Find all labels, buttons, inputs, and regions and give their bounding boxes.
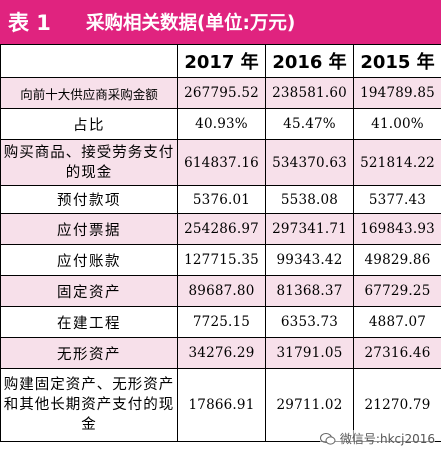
table-row: 占比 40.93% 45.47% 41.00% (0, 108, 441, 140)
table-row: 固定资产 89687.80 81368.37 67729.25 (0, 275, 441, 307)
cell-value: 99343.42 (265, 244, 354, 276)
cell-value: 27316.46 (353, 337, 441, 369)
table-title-bar: 表 1 采购相关数据(单位:万元) (0, 0, 441, 44)
cell-value: 297341.71 (265, 213, 354, 245)
wechat-watermark: 微信号:hkcj2016 (319, 430, 435, 447)
cell-value: 31791.05 (265, 337, 354, 369)
table-row: 应付账款 127715.35 99343.42 49829.86 (0, 244, 441, 276)
row-label: 占比 (0, 108, 178, 140)
header-year-2015: 2015 年 (353, 44, 441, 78)
cell-value: 169843.93 (353, 213, 441, 245)
table-title: 采购相关数据(单位:万元) (86, 13, 296, 34)
cell-value: 5538.08 (265, 185, 354, 214)
table-row: 预付款项 5376.01 5538.08 5377.43 (0, 185, 441, 214)
cell-value: 45.47% (265, 108, 354, 140)
row-label: 在建工程 (0, 306, 178, 338)
row-label: 预付款项 (0, 185, 178, 214)
cell-value: 21270.79 (353, 368, 441, 442)
row-label: 无形资产 (0, 337, 178, 369)
procurement-data-table: 2017 年 2016 年 2015 年 向前十大供应商采购金额 267795.… (0, 44, 441, 442)
cell-value: 521814.22 (353, 139, 441, 186)
table-row: 购建固定资产、无形资产和其他长期资产支付的现金 17866.91 29711.0… (0, 368, 441, 442)
cell-value: 17866.91 (177, 368, 266, 442)
table-row: 在建工程 7725.15 6353.73 4887.07 (0, 306, 441, 338)
cell-value: 49829.86 (353, 244, 441, 276)
cell-value: 40.93% (177, 108, 266, 140)
row-label: 向前十大供应商采购金额 (0, 77, 178, 109)
row-label: 购建固定资产、无形资产和其他长期资产支付的现金 (0, 368, 178, 442)
row-label: 应付票据 (0, 213, 178, 245)
cell-value: 34276.29 (177, 337, 266, 369)
cell-value: 67729.25 (353, 275, 441, 307)
cell-value: 89687.80 (177, 275, 266, 307)
table-number: 表 1 (8, 11, 51, 35)
row-label: 购买商品、接受劳务支付的现金 (0, 139, 178, 186)
cell-value: 194789.85 (353, 77, 441, 109)
header-row: 2017 年 2016 年 2015 年 (0, 44, 441, 78)
cell-value: 267795.52 (177, 77, 266, 109)
cell-value: 534370.63 (265, 139, 354, 186)
header-corner (0, 44, 178, 78)
table-row: 向前十大供应商采购金额 267795.52 238581.60 194789.8… (0, 77, 441, 109)
table-row: 购买商品、接受劳务支付的现金 614837.16 534370.63 52181… (0, 139, 441, 186)
cell-value: 4887.07 (353, 306, 441, 338)
cell-value: 6353.73 (265, 306, 354, 338)
cell-value: 127715.35 (177, 244, 266, 276)
cell-value: 81368.37 (265, 275, 354, 307)
header-year-2016: 2016 年 (265, 44, 354, 78)
cell-value: 614837.16 (177, 139, 266, 186)
cell-value: 7725.15 (177, 306, 266, 338)
row-label: 固定资产 (0, 275, 178, 307)
table-row: 应付票据 254286.97 297341.71 169843.93 (0, 213, 441, 245)
cell-value: 29711.02 (265, 368, 354, 442)
cell-value: 41.00% (353, 108, 441, 140)
cell-value: 254286.97 (177, 213, 266, 245)
cell-value: 238581.60 (265, 77, 354, 109)
wechat-icon (319, 432, 336, 446)
row-label: 应付账款 (0, 244, 178, 276)
header-year-2017: 2017 年 (177, 44, 266, 78)
watermark-text: 微信号:hkcj2016 (339, 432, 435, 446)
cell-value: 5376.01 (177, 185, 266, 214)
table-row: 无形资产 34276.29 31791.05 27316.46 (0, 337, 441, 369)
cell-value: 5377.43 (353, 185, 441, 214)
